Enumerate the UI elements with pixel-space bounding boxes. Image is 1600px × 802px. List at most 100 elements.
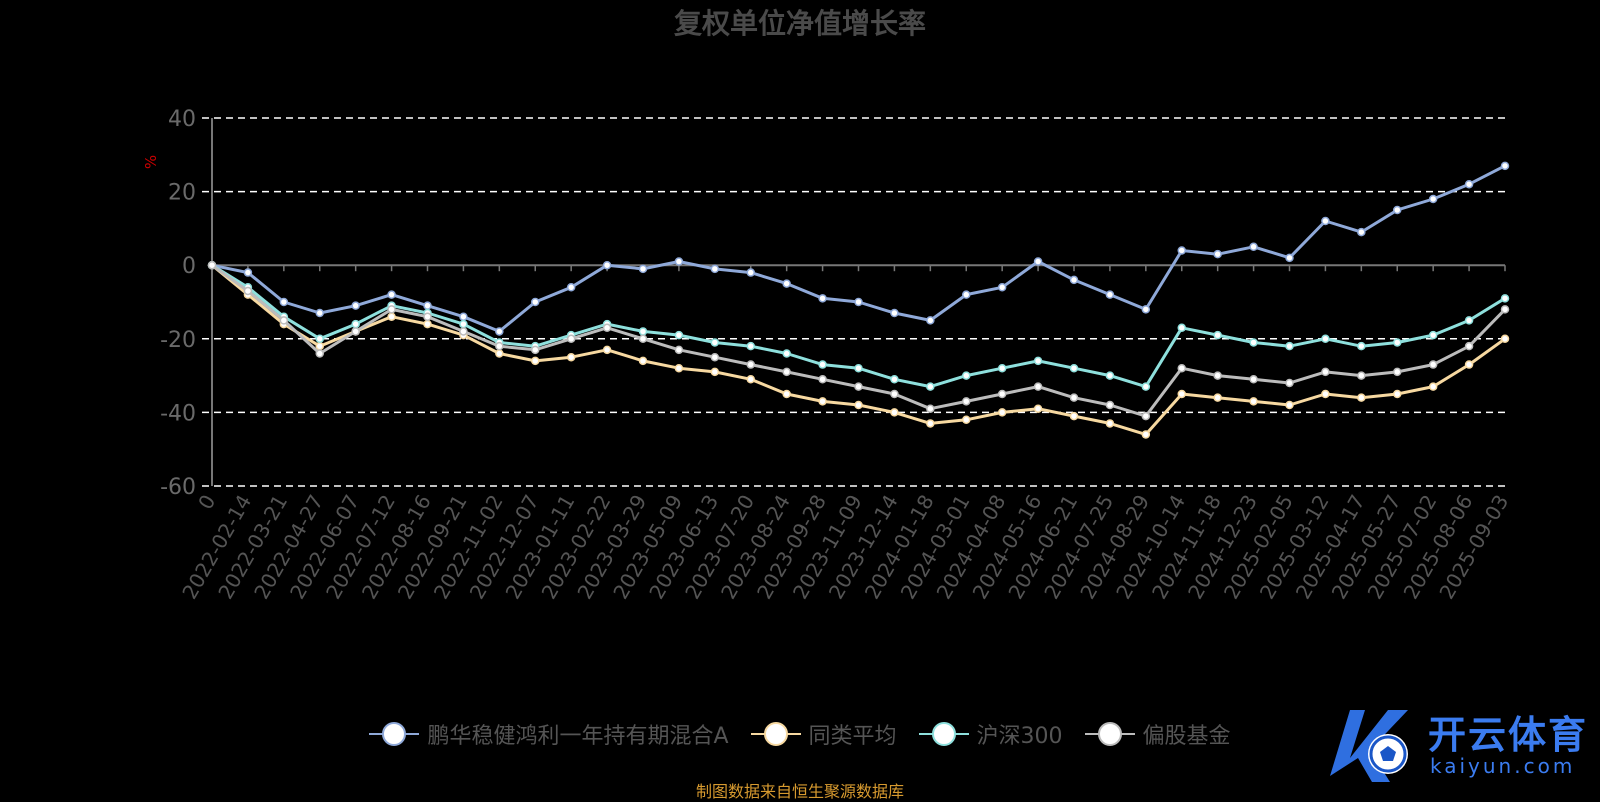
y-tick-label: -40 [160,401,196,426]
data-point [1213,393,1222,402]
data-point [962,397,971,406]
data-point [818,375,827,384]
legend-item[interactable]: 同类平均 [750,718,897,750]
data-point [1285,253,1294,263]
data-point [1321,367,1330,377]
data-point [1357,341,1366,351]
data-point [1464,360,1474,369]
data-point [1464,341,1474,351]
data-point [1177,246,1186,255]
data-point [1249,242,1258,252]
data-point [423,319,432,329]
legend-item[interactable]: 鹏华稳健鸿利一年持有期混合A [369,718,729,750]
data-point [1428,360,1438,369]
data-point [1141,382,1151,391]
data-point [1321,389,1330,399]
data-point [1249,375,1258,384]
data-point [1285,400,1294,410]
data-point [459,319,468,329]
data-point [746,268,755,277]
data-point [602,260,612,270]
data-point [1177,323,1186,333]
data-point [926,419,935,428]
data-point [746,341,755,351]
data-point [566,283,576,292]
legend-item[interactable]: 偏股基金 [1084,718,1231,750]
data-point [1069,363,1079,373]
data-point [1321,216,1330,226]
data-point [890,408,899,417]
legend-swatch-icon [918,719,969,749]
legend: 鹏华稳健鸿利一年持有期混合A 同类平均 沪深300 偏股基金 [0,718,1600,750]
data-point [997,283,1007,292]
data-point [1069,411,1079,421]
data-point [1105,400,1115,410]
data-point [1357,393,1366,402]
data-point [1357,371,1366,380]
data-point [1213,371,1222,380]
data-point [1069,393,1079,402]
data-point [1321,334,1330,344]
data-point [279,297,289,307]
data-point [674,363,684,373]
data-point [1428,194,1438,204]
data-point [1213,249,1222,259]
data-point [315,308,324,318]
series-line [211,164,1506,333]
legend-label: 同类平均 [808,724,897,749]
data-point [997,408,1007,417]
y-axis-label: % [142,155,160,169]
data-point [854,400,863,410]
data-point [962,415,971,425]
y-tick-label: 0 [182,254,196,279]
data-point [997,363,1007,373]
data-point [602,345,612,355]
data-point [1105,290,1115,299]
data-point [1393,205,1402,215]
data-point [854,363,863,373]
data-point [782,279,791,288]
source-note: 制图数据来自恒生聚源数据库 [695,782,904,801]
data-point [818,397,827,406]
y-tick-label: -20 [160,328,196,353]
data-point [890,375,899,384]
data-point [351,301,360,310]
watermark-brand: 开云体育 [1428,713,1589,757]
legend-item[interactable]: 沪深300 [918,718,1063,750]
data-point [387,305,396,314]
data-point [1500,294,1510,303]
data-point [1285,378,1294,388]
data-point [818,360,827,369]
legend-swatch-icon [1084,719,1135,749]
data-point [638,356,648,366]
data-point [1500,334,1510,344]
data-point [1428,330,1438,340]
data-point [782,389,791,399]
kaiyun-logo-icon [1330,710,1408,782]
legend-label: 鹏华稳健鸿利一年持有期混合A [427,724,729,749]
data-point [1285,341,1294,351]
data-point [710,338,720,347]
data-point [351,327,360,336]
data-point [1500,161,1510,171]
data-point [459,312,468,321]
data-point [710,367,720,377]
legend-swatch-icon [750,719,801,749]
chart-title: 复权单位净值增长率 [673,7,926,40]
data-point [926,404,935,413]
data-point [818,294,827,303]
data-point [423,301,432,310]
axis-layer: -60-40-200204002022-02-142022-03-212022-… [160,107,1513,603]
grid-layer [202,117,1505,487]
data-point [638,264,648,274]
data-point [746,360,755,369]
y-tick-label: -60 [160,475,196,500]
data-point [1249,338,1258,347]
data-point [710,352,720,362]
data-point [1464,316,1474,325]
data-point [854,297,863,307]
data-point [1141,430,1151,439]
data-point [495,327,504,336]
data-point [1105,419,1115,428]
